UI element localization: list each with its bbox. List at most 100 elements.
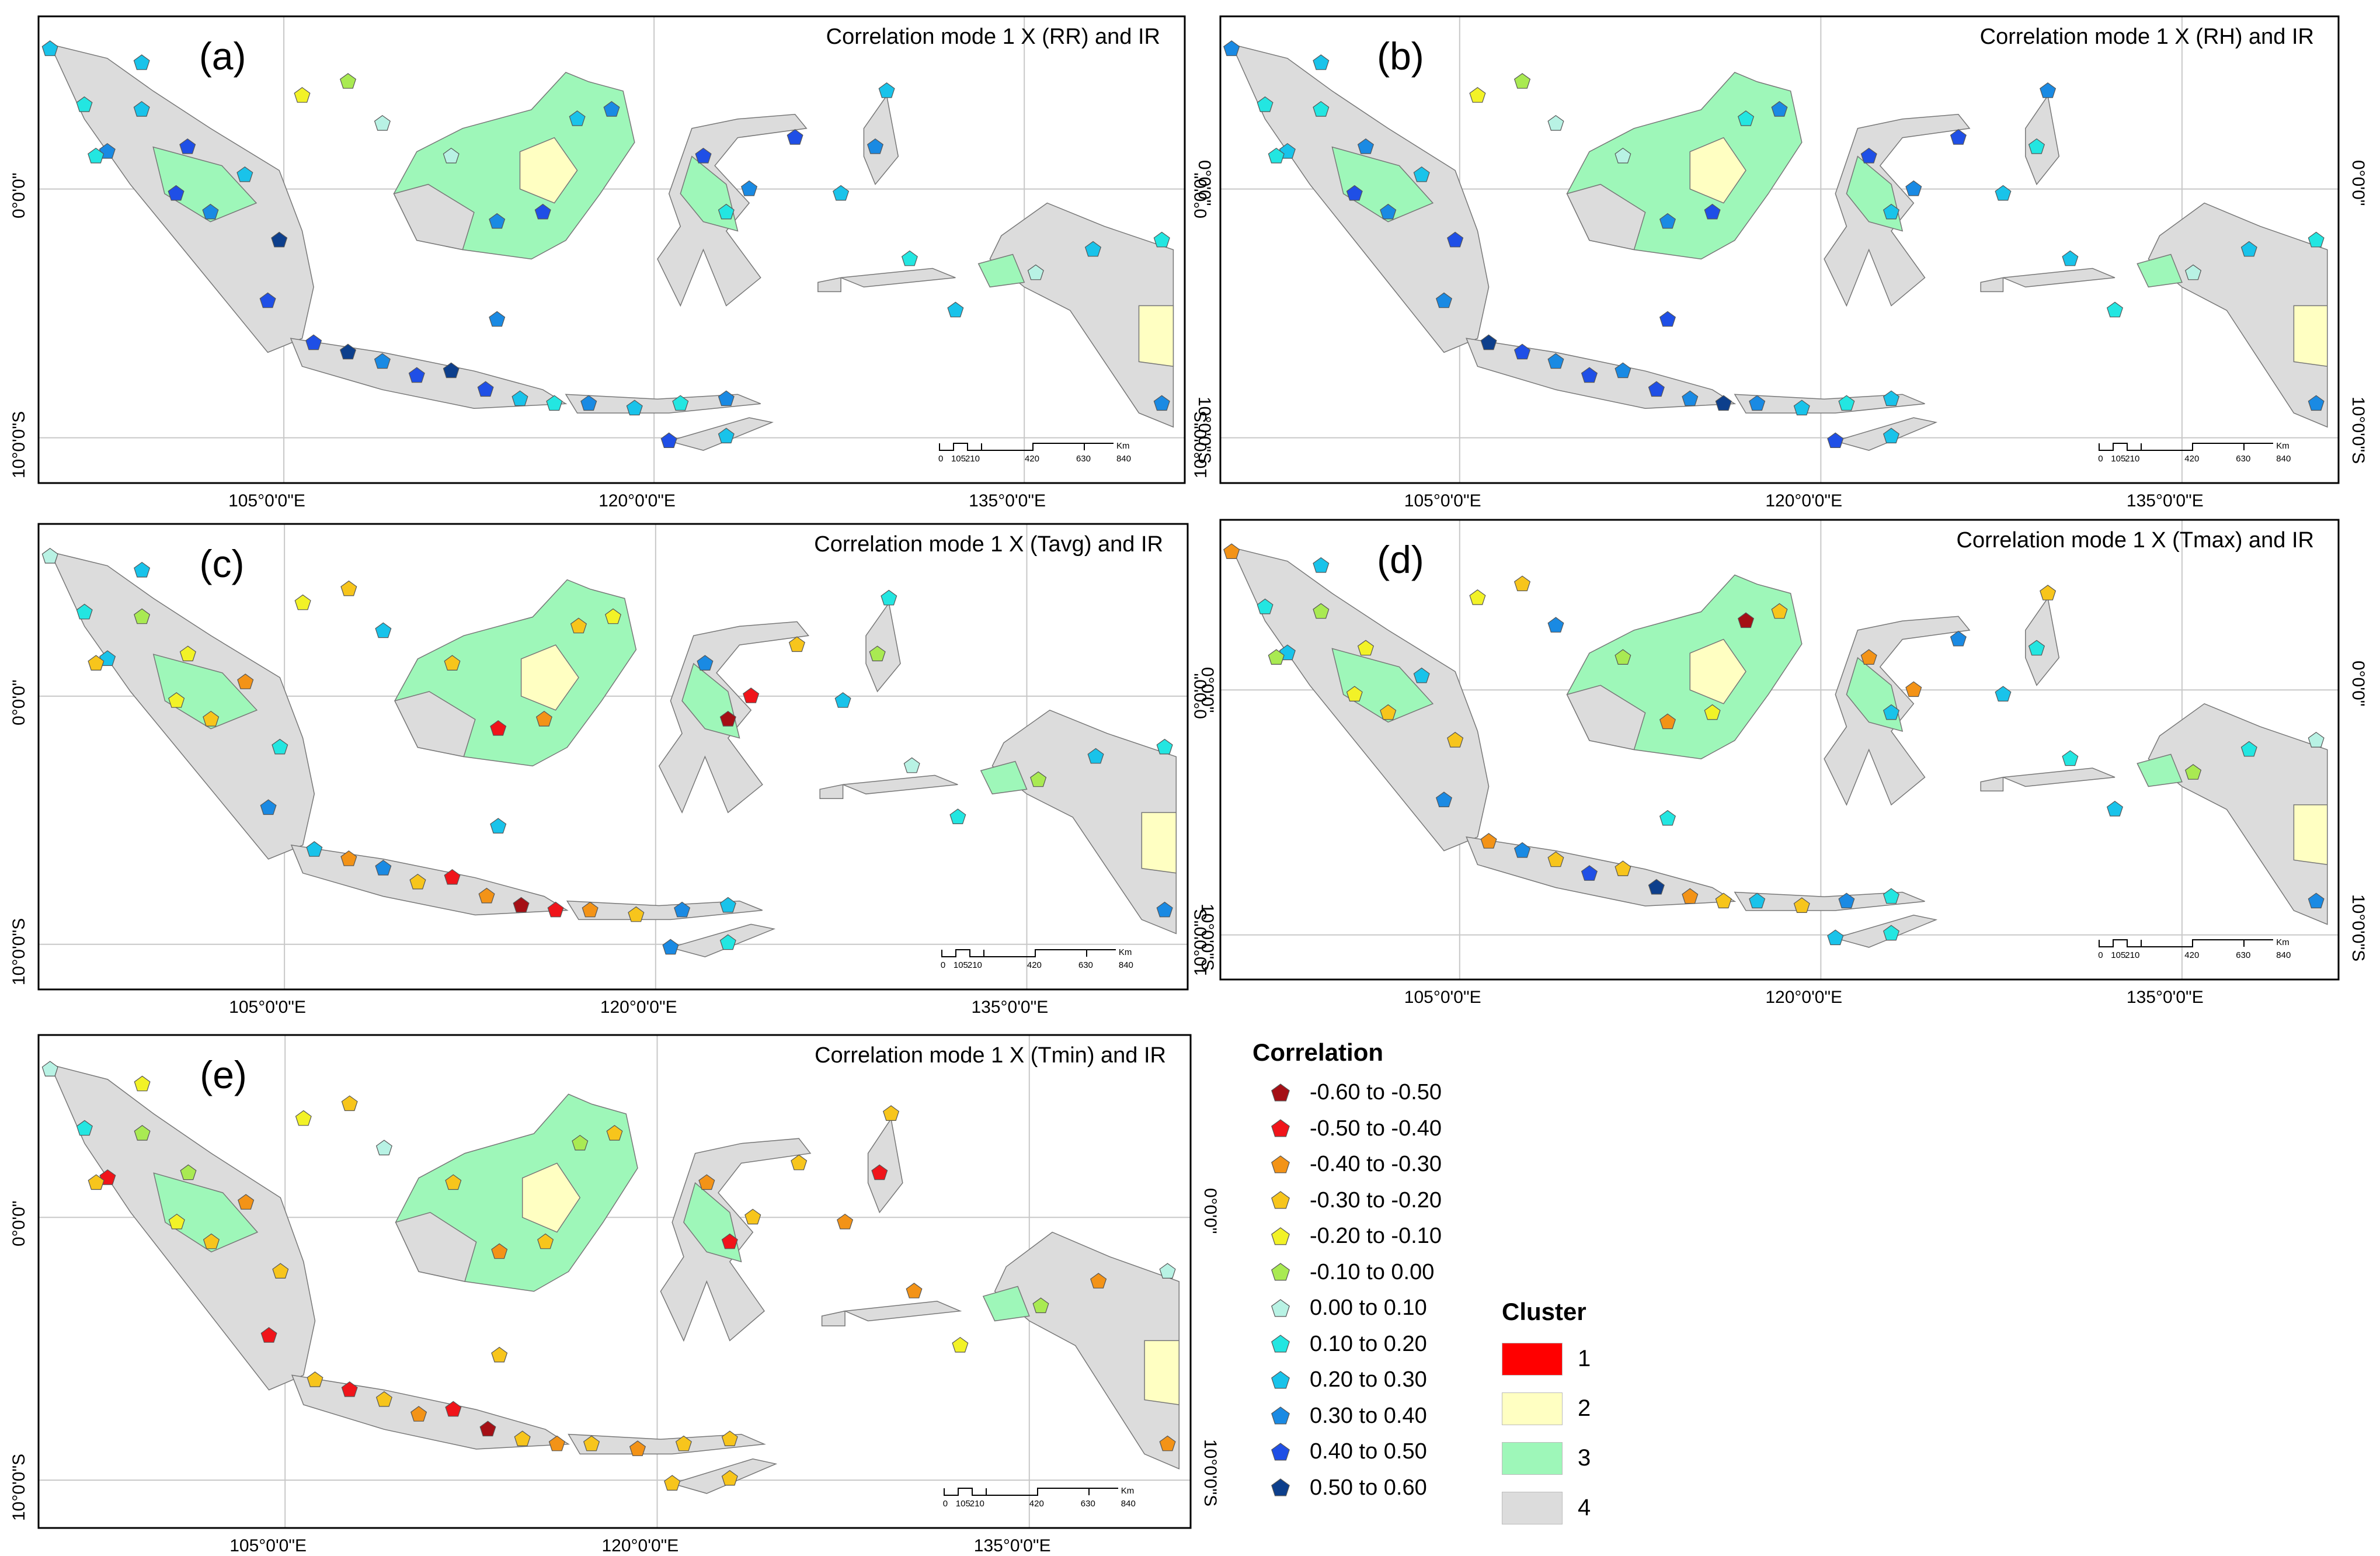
station-marker bbox=[512, 390, 528, 407]
station-marker bbox=[375, 622, 392, 638]
scale-tick-label: 105 bbox=[955, 1499, 970, 1509]
station-marker bbox=[721, 1430, 738, 1447]
island-maluku-seram bbox=[843, 1301, 962, 1322]
correlation-legend-item: -0.20 to -0.10 bbox=[1252, 1218, 1442, 1255]
correlation-legend-item: 0.00 to 0.10 bbox=[1252, 1290, 1442, 1326]
scale-bar: 0 105 210 420 630 840 Km bbox=[941, 947, 1133, 977]
scale-tick-label: 840 bbox=[1121, 1499, 1136, 1509]
panel-title: Correlation mode 1 X (Tmax) and IR bbox=[1956, 528, 2314, 553]
station-marker bbox=[1659, 713, 1676, 730]
island-lesser-sunda bbox=[1734, 891, 1925, 911]
correlation-legend-label: 0.20 to 0.30 bbox=[1310, 1367, 1427, 1392]
cluster-legend-label: 2 bbox=[1578, 1395, 1591, 1421]
correlation-legend-item: 0.40 to 0.50 bbox=[1252, 1434, 1442, 1470]
station-marker bbox=[339, 343, 357, 360]
station-marker bbox=[2028, 640, 2045, 656]
scale-tick-label: 105 bbox=[2111, 950, 2126, 960]
station-marker bbox=[534, 203, 551, 220]
station-marker bbox=[375, 860, 392, 876]
island-maluku-halmahera bbox=[2025, 94, 2060, 186]
latitude-label-left: 0°0'0" bbox=[1191, 673, 1210, 720]
station-marker bbox=[787, 128, 803, 145]
island-papua-yellow bbox=[1141, 812, 1177, 874]
station-marker bbox=[272, 738, 288, 755]
island-java bbox=[291, 1374, 570, 1450]
island-papua-green bbox=[2137, 253, 2183, 288]
station-marker bbox=[1659, 810, 1676, 826]
station-marker bbox=[718, 203, 735, 220]
latitude-label-right: 0°0'0" bbox=[2348, 159, 2368, 206]
station-marker bbox=[604, 608, 622, 624]
correlation-legend-label: 0.50 to 0.60 bbox=[1310, 1475, 1427, 1500]
station-marker bbox=[1905, 180, 1922, 196]
station-marker bbox=[2184, 264, 2202, 280]
map-frame bbox=[1219, 519, 2340, 981]
station-marker bbox=[537, 1233, 554, 1249]
longitude-label: 105°0'0"E bbox=[1404, 491, 1481, 510]
station-marker bbox=[203, 1233, 220, 1249]
station-marker bbox=[1513, 575, 1531, 592]
island-papua-green bbox=[2137, 753, 2183, 787]
station-marker bbox=[1513, 842, 1531, 858]
station-marker bbox=[445, 1174, 462, 1190]
station-marker bbox=[134, 608, 151, 624]
latitude-label-left: 10°0'0"S bbox=[9, 411, 29, 479]
map-panel-a: Correlation mode 1 X (RR) and IR (a) 0 105 2… bbox=[37, 15, 1186, 484]
station-marker bbox=[236, 166, 253, 182]
island-papua-green bbox=[982, 1286, 1030, 1322]
latitude-label-left: 0°0'0" bbox=[1191, 172, 1210, 218]
station-marker bbox=[548, 1435, 565, 1451]
station-marker bbox=[2106, 801, 2124, 817]
station-marker bbox=[1950, 630, 1967, 647]
scale-tick-label: 420 bbox=[1029, 1499, 1044, 1509]
station-marker bbox=[881, 589, 897, 606]
station-marker bbox=[443, 147, 460, 164]
island-papua-yellow bbox=[2293, 804, 2328, 866]
scale-tick-label: 840 bbox=[1116, 454, 1131, 464]
station-marker bbox=[1581, 865, 1598, 881]
station-marker bbox=[947, 301, 964, 318]
latitude-label-left: 0°0'0" bbox=[9, 1200, 29, 1247]
station-marker bbox=[1357, 640, 1375, 656]
station-marker bbox=[2240, 241, 2257, 257]
scale-unit: Km bbox=[2276, 937, 2289, 947]
station-marker bbox=[1087, 748, 1104, 764]
island-borneo-yellow bbox=[520, 644, 579, 711]
correlation-legend-label: -0.40 to -0.30 bbox=[1310, 1152, 1442, 1177]
station-marker bbox=[339, 73, 357, 89]
scale-tick-label: 840 bbox=[2276, 950, 2291, 960]
latitude-label-left: 0°0'0" bbox=[9, 679, 29, 725]
station-marker bbox=[134, 1125, 151, 1141]
panel-title: Correlation mode 1 X (Tavg) and IR bbox=[814, 532, 1163, 557]
pentagon-icon bbox=[1271, 1371, 1290, 1389]
island-lesser-sunda bbox=[568, 1433, 766, 1455]
station-marker bbox=[1659, 311, 1676, 327]
station-marker bbox=[626, 400, 643, 416]
station-marker bbox=[1413, 166, 1430, 182]
station-marker bbox=[490, 818, 507, 834]
station-marker bbox=[1313, 101, 1330, 117]
station-marker bbox=[867, 138, 884, 154]
longitude-label: 120°0'0"E bbox=[599, 491, 676, 510]
cluster-legend-item: 1 bbox=[1502, 1334, 1591, 1384]
pentagon-icon bbox=[1271, 1083, 1290, 1102]
station-marker bbox=[1838, 395, 1855, 411]
correlation-legend-item: 0.20 to 0.30 bbox=[1252, 1362, 1442, 1398]
island-maluku-halmahera bbox=[867, 1117, 903, 1214]
cluster-legend-item: 3 bbox=[1502, 1433, 1591, 1483]
island-borneo-yellow bbox=[1689, 638, 1746, 704]
station-marker bbox=[1715, 395, 1732, 411]
station-marker bbox=[340, 580, 357, 596]
island-maluku-halmahera bbox=[863, 94, 899, 186]
panel-label: (d) bbox=[1377, 538, 1424, 581]
station-marker bbox=[2240, 741, 2257, 757]
station-marker bbox=[1357, 138, 1375, 154]
station-marker bbox=[489, 213, 506, 229]
station-marker bbox=[1749, 395, 1766, 411]
island-java bbox=[290, 844, 569, 916]
panel-title: Correlation mode 1 X (RH) and IR bbox=[1979, 25, 2314, 49]
scale-tick-label: 630 bbox=[1080, 1499, 1095, 1509]
longitude-label: 120°0'0"E bbox=[1765, 988, 1843, 1007]
scale-tick-label: 105 bbox=[953, 960, 968, 970]
station-marker bbox=[237, 673, 254, 689]
